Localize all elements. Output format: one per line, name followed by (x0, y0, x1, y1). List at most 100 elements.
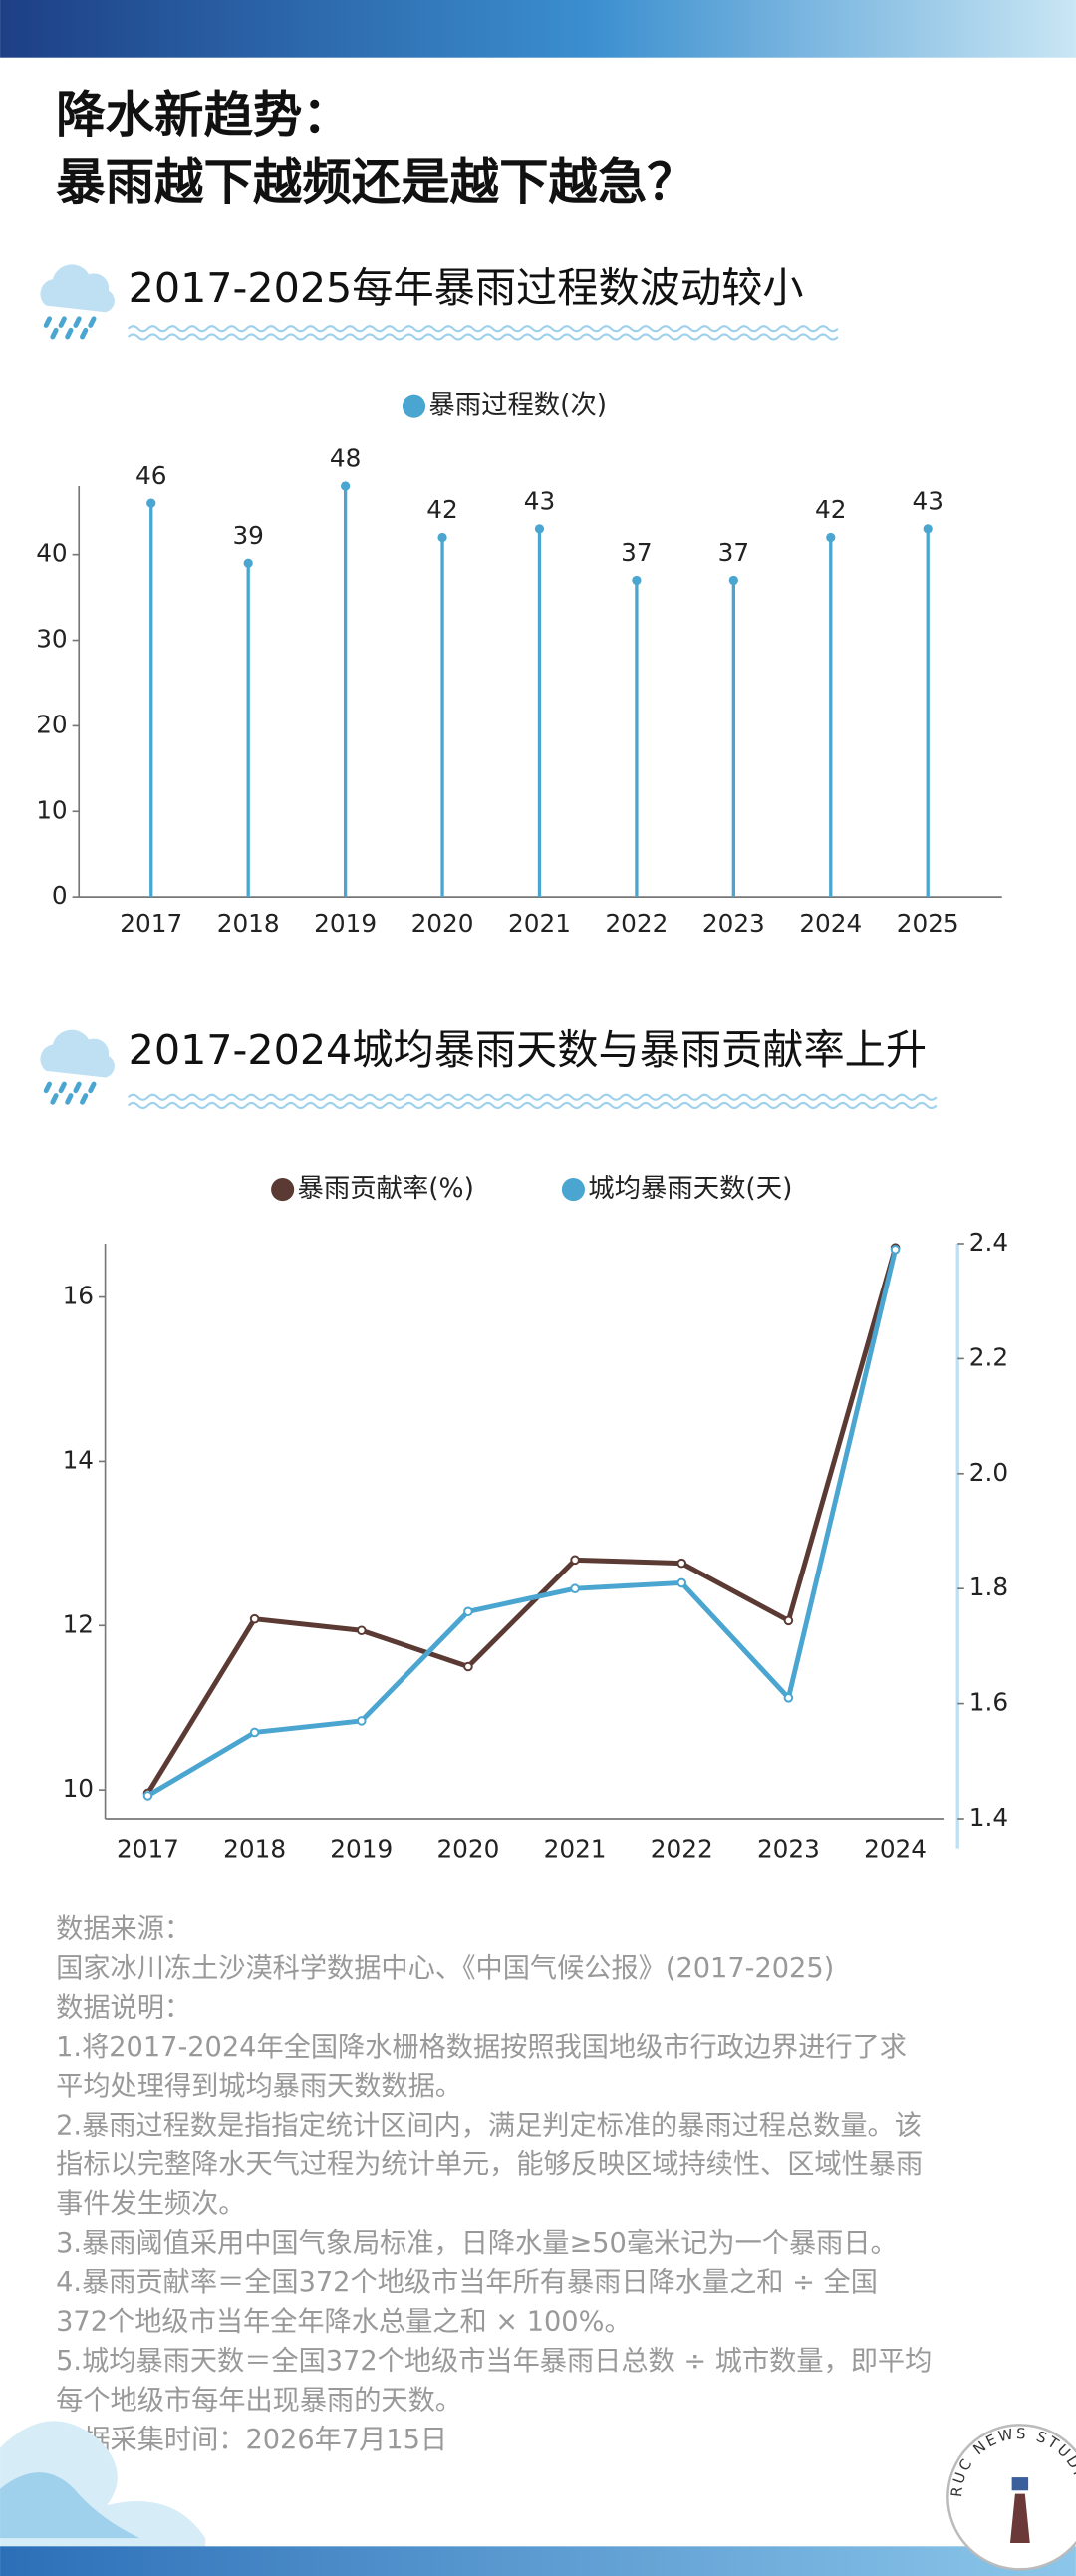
series-line (146, 1249, 898, 1799)
y2-tick-label: 2.4 (969, 1228, 1008, 1257)
wave-dividers (127, 325, 938, 1110)
x-tick-label: 2018 (217, 909, 280, 938)
series-line (145, 1247, 898, 1795)
wave-divider (127, 333, 839, 341)
x-tick-label: 2024 (799, 909, 862, 938)
y-tick-label: 16 (63, 1282, 94, 1310)
note-line: 4.暴雨贡献率＝全国372个地级市当年所有暴雨日降水量之和 ÷ 全国 (56, 2267, 878, 2298)
data-label: 42 (426, 495, 457, 524)
stem-dot (341, 481, 351, 491)
y2-tick-label: 1.4 (969, 1803, 1008, 1832)
data-label: 43 (524, 487, 555, 516)
x-tick-label: 2022 (605, 909, 668, 938)
series-point (249, 1727, 260, 1738)
note-line: 3.暴雨阈值采用中国气象局标准，日降水量≥50毫米记为一个暴雨日。 (56, 2228, 898, 2259)
y-tick-label: 30 (36, 625, 67, 654)
data-label: 43 (912, 487, 942, 516)
y-tick-label: 10 (63, 1774, 94, 1803)
title: 降水新趋势： (56, 86, 352, 143)
wave-divider (127, 1093, 938, 1101)
series-point (249, 1613, 260, 1624)
stem-dot (534, 524, 545, 534)
data-label: 39 (232, 521, 263, 550)
series-point (783, 1693, 794, 1703)
data-label: 46 (135, 461, 166, 490)
x-tick-label: 2025 (897, 909, 959, 938)
y-tick-label: 0 (52, 881, 68, 910)
stem-dot (243, 558, 253, 568)
series-point (676, 1577, 687, 1588)
x-tick-label: 2021 (544, 1834, 607, 1862)
x-tick-label: 2017 (117, 1834, 179, 1862)
note-line: 平均处理得到城均暴雨天数数据。 (56, 2071, 462, 2102)
y2-tick-label: 2.2 (969, 1342, 1008, 1371)
stem-dot (437, 532, 447, 543)
y2-tick-label: 2.0 (969, 1458, 1008, 1487)
note-line: 国家冰川冻土沙漠科学数据中心、《中国气候公报》(2017-2025) (56, 1953, 834, 1984)
legend-marker (561, 1178, 585, 1202)
footer-bar (0, 2546, 1076, 2576)
series-point (570, 1555, 580, 1566)
x-tick-label: 2019 (330, 1834, 393, 1862)
series-point (463, 1606, 473, 1617)
title: 暴雨越下越频还是越下越急？ (56, 153, 696, 211)
notes: 数据来源： 国家冰川冻土沙漠科学数据中心、《中国气候公报》(2017-2025) 数… (56, 1914, 932, 2455)
section-title: 2017-2025每年暴雨过程数波动较小 (129, 264, 804, 312)
data-label: 42 (815, 495, 846, 524)
wave-decoration (0, 2472, 140, 2539)
y-tick-label: 12 (63, 1609, 94, 1638)
y-tick-label: 10 (36, 795, 67, 824)
series-point (783, 1615, 794, 1626)
x-tick-label: 2024 (864, 1834, 927, 1862)
note-line: 372个地级市当年全年降水总量之和 × 100%。 (56, 2307, 632, 2338)
data-label: 37 (621, 538, 652, 567)
note-line: 指标以完整降水天气过程为统计单元，能够反映区域持续性、区域性暴雨 (56, 2149, 923, 2180)
stem-dot (923, 524, 933, 534)
x-tick-label: 2017 (120, 909, 182, 938)
series-point (570, 1583, 580, 1593)
y2-tick-label: 1.6 (969, 1688, 1008, 1717)
x-tick-label: 2020 (411, 909, 474, 938)
note-line: 2.暴雨过程数是指指定统计区间内，满足判定标准的暴雨过程总数量。该 (56, 2111, 922, 2142)
header-bar (0, 0, 1076, 58)
y-tick-label: 14 (63, 1445, 94, 1474)
legend-label: 城均暴雨天数(天) (588, 1174, 792, 1204)
stem-dot (728, 575, 738, 586)
x-tick-label: 2021 (508, 909, 571, 938)
legend-label: 暴雨过程数(次) (428, 391, 607, 421)
x-tick-label: 2022 (651, 1834, 713, 1862)
chart-1: 暴雨过程数(次) 0 10 20 30 40 2017 2018 2019 2020 2021 202… (36, 391, 1002, 938)
lighthouse-top (1011, 2477, 1029, 2491)
lighthouse (1009, 2493, 1030, 2544)
stem-dot (146, 498, 156, 508)
legend-label: 暴雨贡献率(%) (297, 1174, 473, 1204)
note-line: 数据采集时间：2026年7月15日 (56, 2425, 447, 2455)
chart-2: 暴雨贡献率(%) 城均暴雨天数(天) 10 12 14 16 1.4 1.6 1.8 2.0 2.2… (63, 1174, 1008, 1862)
x-tick-label: 2020 (436, 1834, 499, 1862)
series-point (356, 1716, 367, 1726)
data-label: 37 (718, 538, 749, 567)
x-tick-label: 2023 (757, 1834, 820, 1862)
series-point (676, 1558, 687, 1569)
note-line: 5.城均暴雨天数＝全国372个地级市当年暴雨日总数 ÷ 城市数量，即平均 (56, 2346, 932, 2377)
note-line: 每个地级市每年出现暴雨的天数。 (56, 2385, 462, 2416)
cloud-icon (40, 264, 114, 337)
note-line: 数据说明： (56, 1992, 191, 2023)
wave-divider (127, 325, 839, 333)
logo-circle (946, 2424, 1076, 2571)
section-title: 2017-2024城均暴雨天数与暴雨贡献率上升 (129, 1026, 927, 1074)
legend-marker (402, 394, 426, 418)
series-point (356, 1625, 367, 1636)
x-tick-label: 2019 (314, 909, 377, 938)
y-tick-label: 40 (36, 539, 67, 568)
cloud-icon (40, 1030, 114, 1103)
stem-dot (826, 532, 836, 543)
note-line: 数据来源： (56, 1914, 191, 1945)
note-line: 1.将2017-2024年全国降水栅格数据按照我国地级市行政边界进行了求 (56, 2032, 907, 2063)
x-tick-label: 2018 (223, 1834, 286, 1862)
legend-marker (271, 1178, 295, 1202)
series-point (890, 1244, 901, 1255)
series-point (142, 1791, 153, 1801)
